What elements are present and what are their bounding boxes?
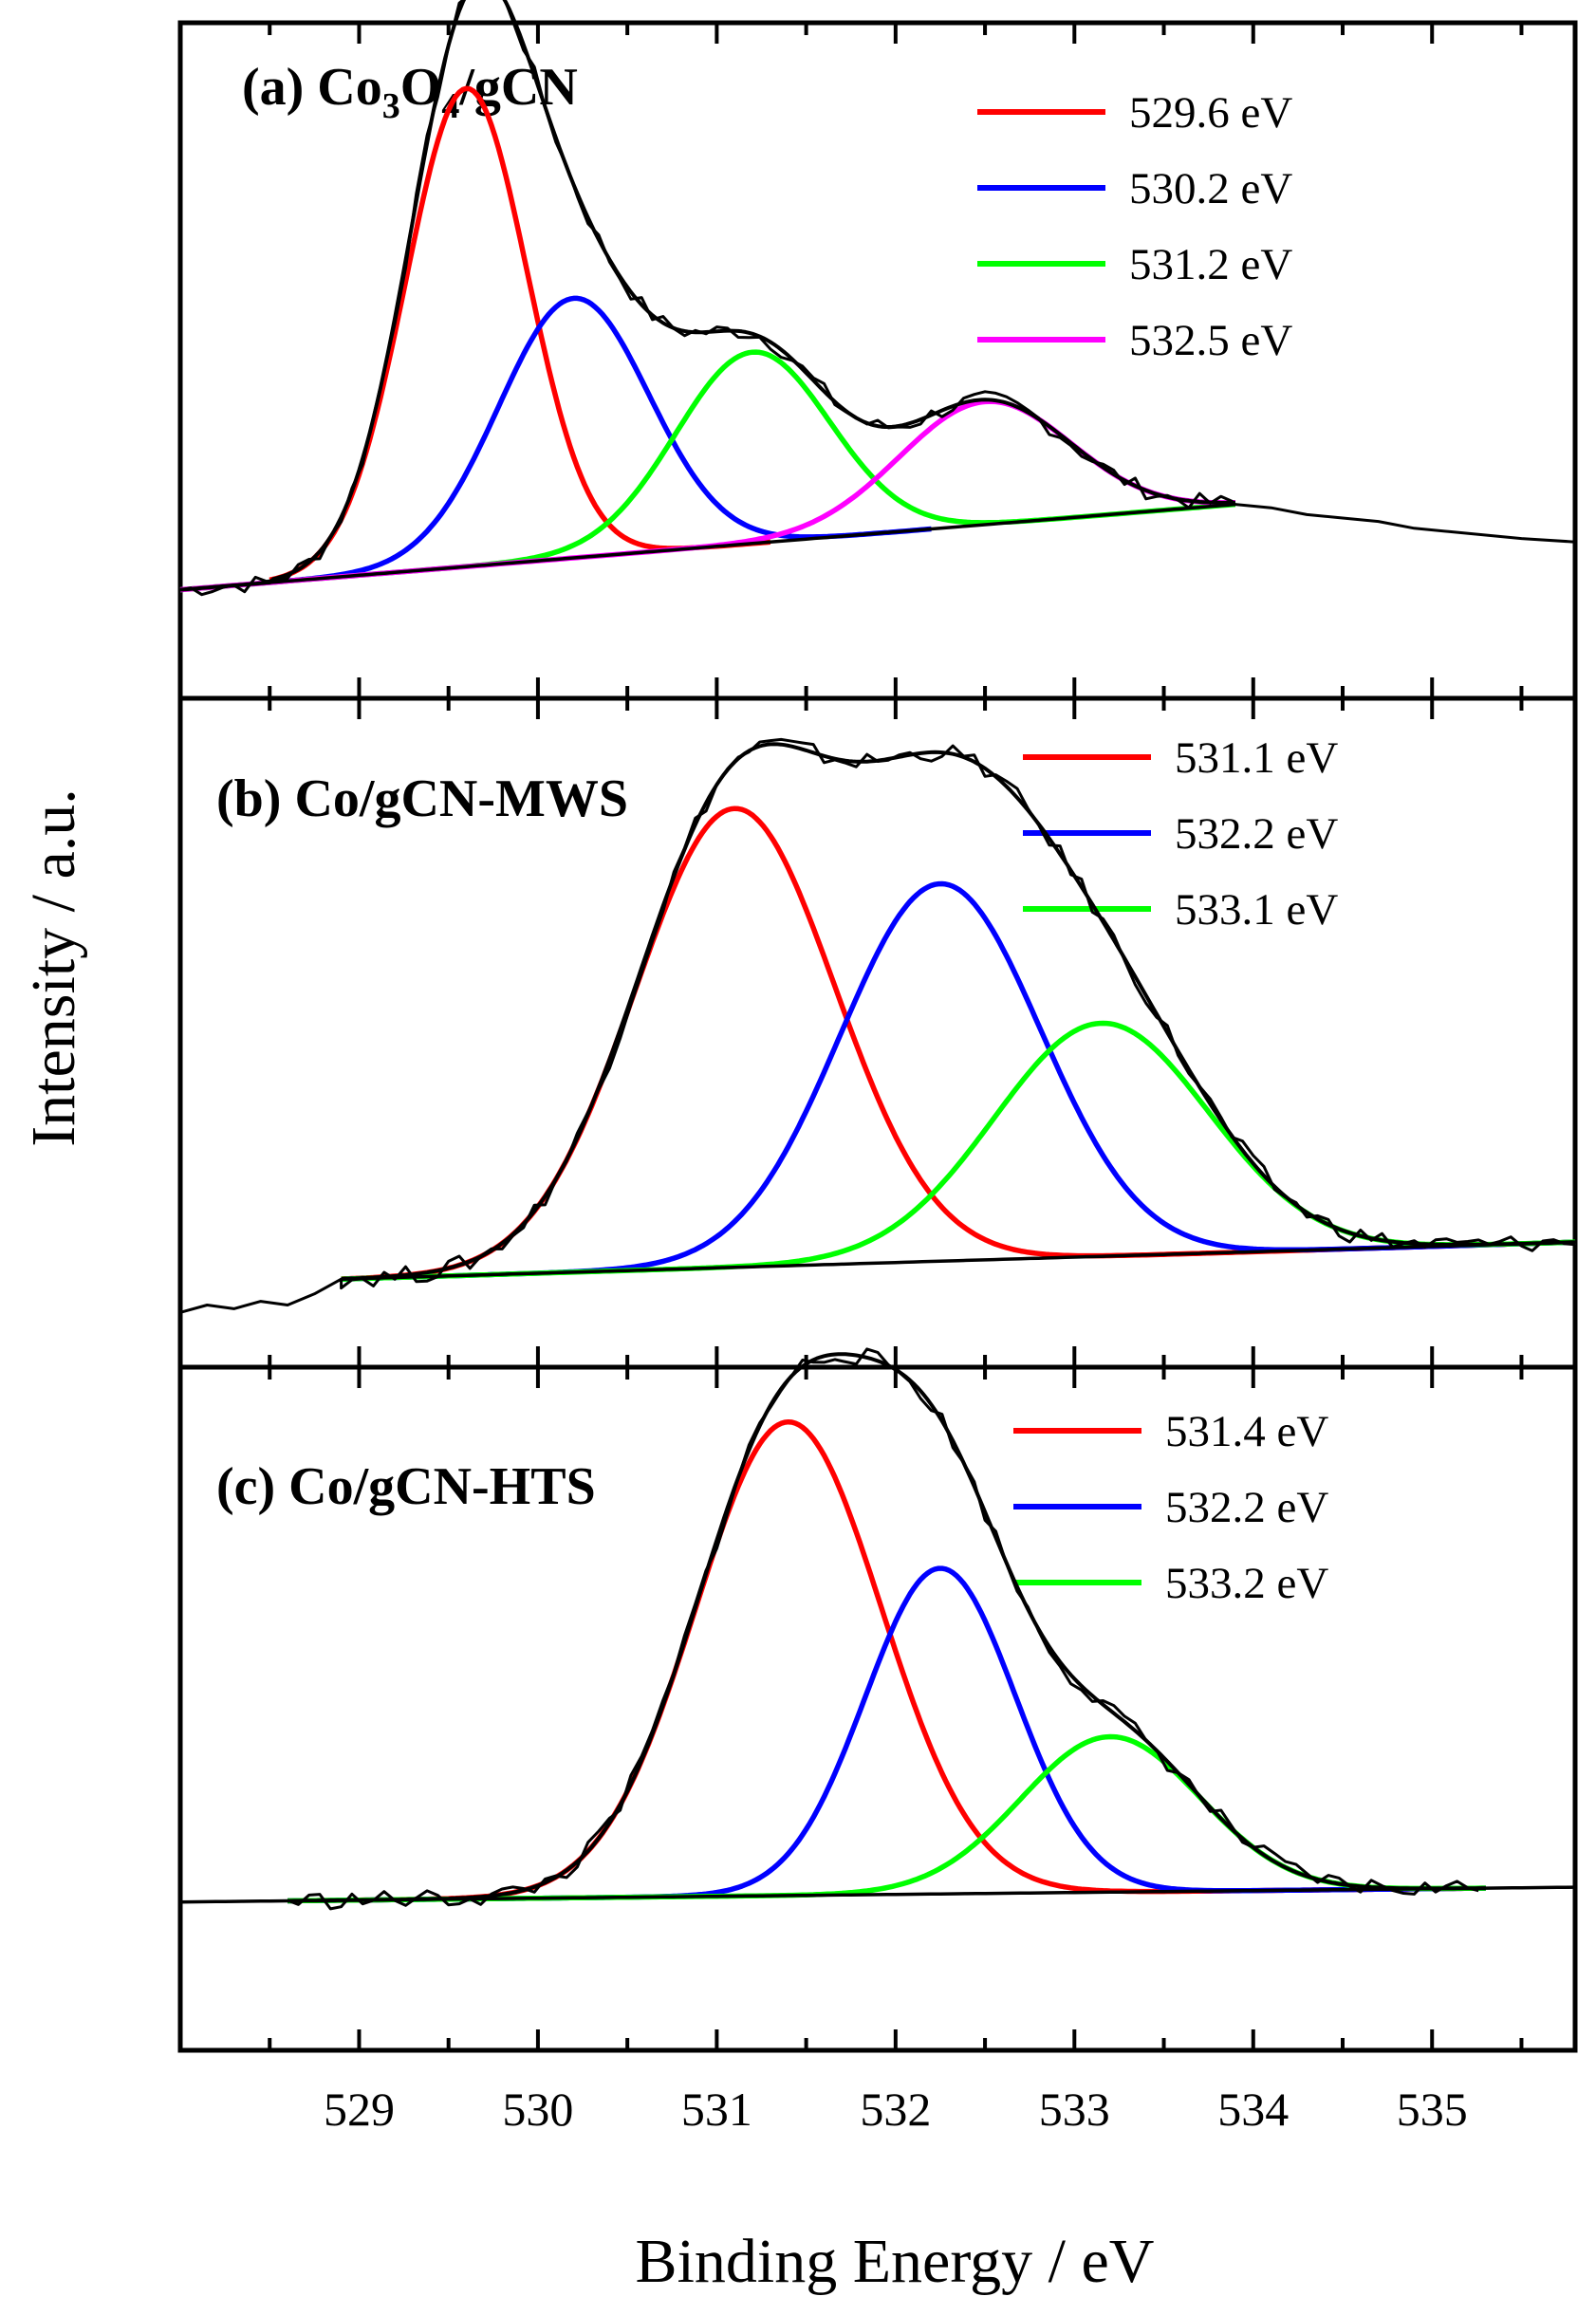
panel-a-title-sub1: 3 <box>382 86 400 126</box>
panel-a-plot <box>179 0 1576 597</box>
panel-b-experimental <box>179 737 1576 1314</box>
legend-label: 531.4 eV <box>1165 1407 1328 1456</box>
panel-c-experimental <box>287 1347 1479 1911</box>
panel-a-title: (a) Co3O4/gCN <box>242 58 578 126</box>
x-tick-label: 535 <box>1397 2083 1468 2136</box>
panel-a-title-suffix: /gCN <box>458 58 577 117</box>
legend-label: 531.2 eV <box>1129 240 1292 289</box>
panel-b-title: (b) Co/gCN-MWS <box>216 769 628 828</box>
panel-a-peak-3 <box>179 349 1236 593</box>
panel-b-legend: 531.1 eV 532.2 eV 533.1 eV <box>1023 733 1338 935</box>
x-axis-ticks <box>268 23 1524 2050</box>
panel-b-baseline <box>341 1240 1576 1281</box>
legend-label: 531.1 eV <box>1175 733 1338 783</box>
panel-a: (a) Co3O4/gCN 529.6 eV 530.2 eV 531.2 eV 53… <box>177 0 1578 701</box>
legend-label: 532.2 eV <box>1165 1483 1328 1532</box>
x-tick-label: 530 <box>502 2083 573 2136</box>
panel-c-plot <box>179 1347 1576 1911</box>
y-axis-label: Intensity / a.u. <box>19 788 88 1147</box>
panel-b-plot <box>179 737 1576 1314</box>
panel-a-legend: 529.6 eV 530.2 eV 531.2 eV 532.5 eV <box>977 88 1292 365</box>
x-tick-label: 531 <box>681 2083 752 2136</box>
legend-label: 529.6 eV <box>1129 88 1292 138</box>
panel-a-baseline <box>179 502 1236 592</box>
panel-c-frame <box>177 1364 1578 2053</box>
panel-c: (c) Co/gCN-HTS 531.4 eV 532.2 eV 533.2 eV <box>177 1347 1578 2053</box>
legend-label: 532.5 eV <box>1129 316 1292 365</box>
panel-c-title: (c) Co/gCN-HTS <box>216 1457 596 1516</box>
x-tick-label: 532 <box>860 2083 931 2136</box>
panel-b: (b) Co/gCN-MWS 531.1 eV 532.2 eV 533.1 eV <box>177 695 1578 1370</box>
panel-c-legend: 531.4 eV 532.2 eV 533.2 eV <box>1013 1407 1328 1608</box>
x-tick-label: 529 <box>324 2083 395 2136</box>
legend-label: 533.2 eV <box>1165 1559 1328 1608</box>
x-axis-label: Binding Energy / eV <box>636 2227 1155 2296</box>
x-axis-tick-labels: 529 530 531 532 533 534 535 <box>324 2083 1468 2136</box>
legend-label: 530.2 eV <box>1129 164 1292 213</box>
legend-label: 532.2 eV <box>1175 809 1338 859</box>
panel-b-peak-1 <box>341 806 1576 1282</box>
x-tick-label: 533 <box>1039 2083 1110 2136</box>
panel-a-title-prefix: (a) Co <box>242 58 382 117</box>
panel-a-experimental <box>179 0 1576 597</box>
legend-label: 533.1 eV <box>1175 885 1338 935</box>
x-tick-label: 534 <box>1217 2083 1289 2136</box>
